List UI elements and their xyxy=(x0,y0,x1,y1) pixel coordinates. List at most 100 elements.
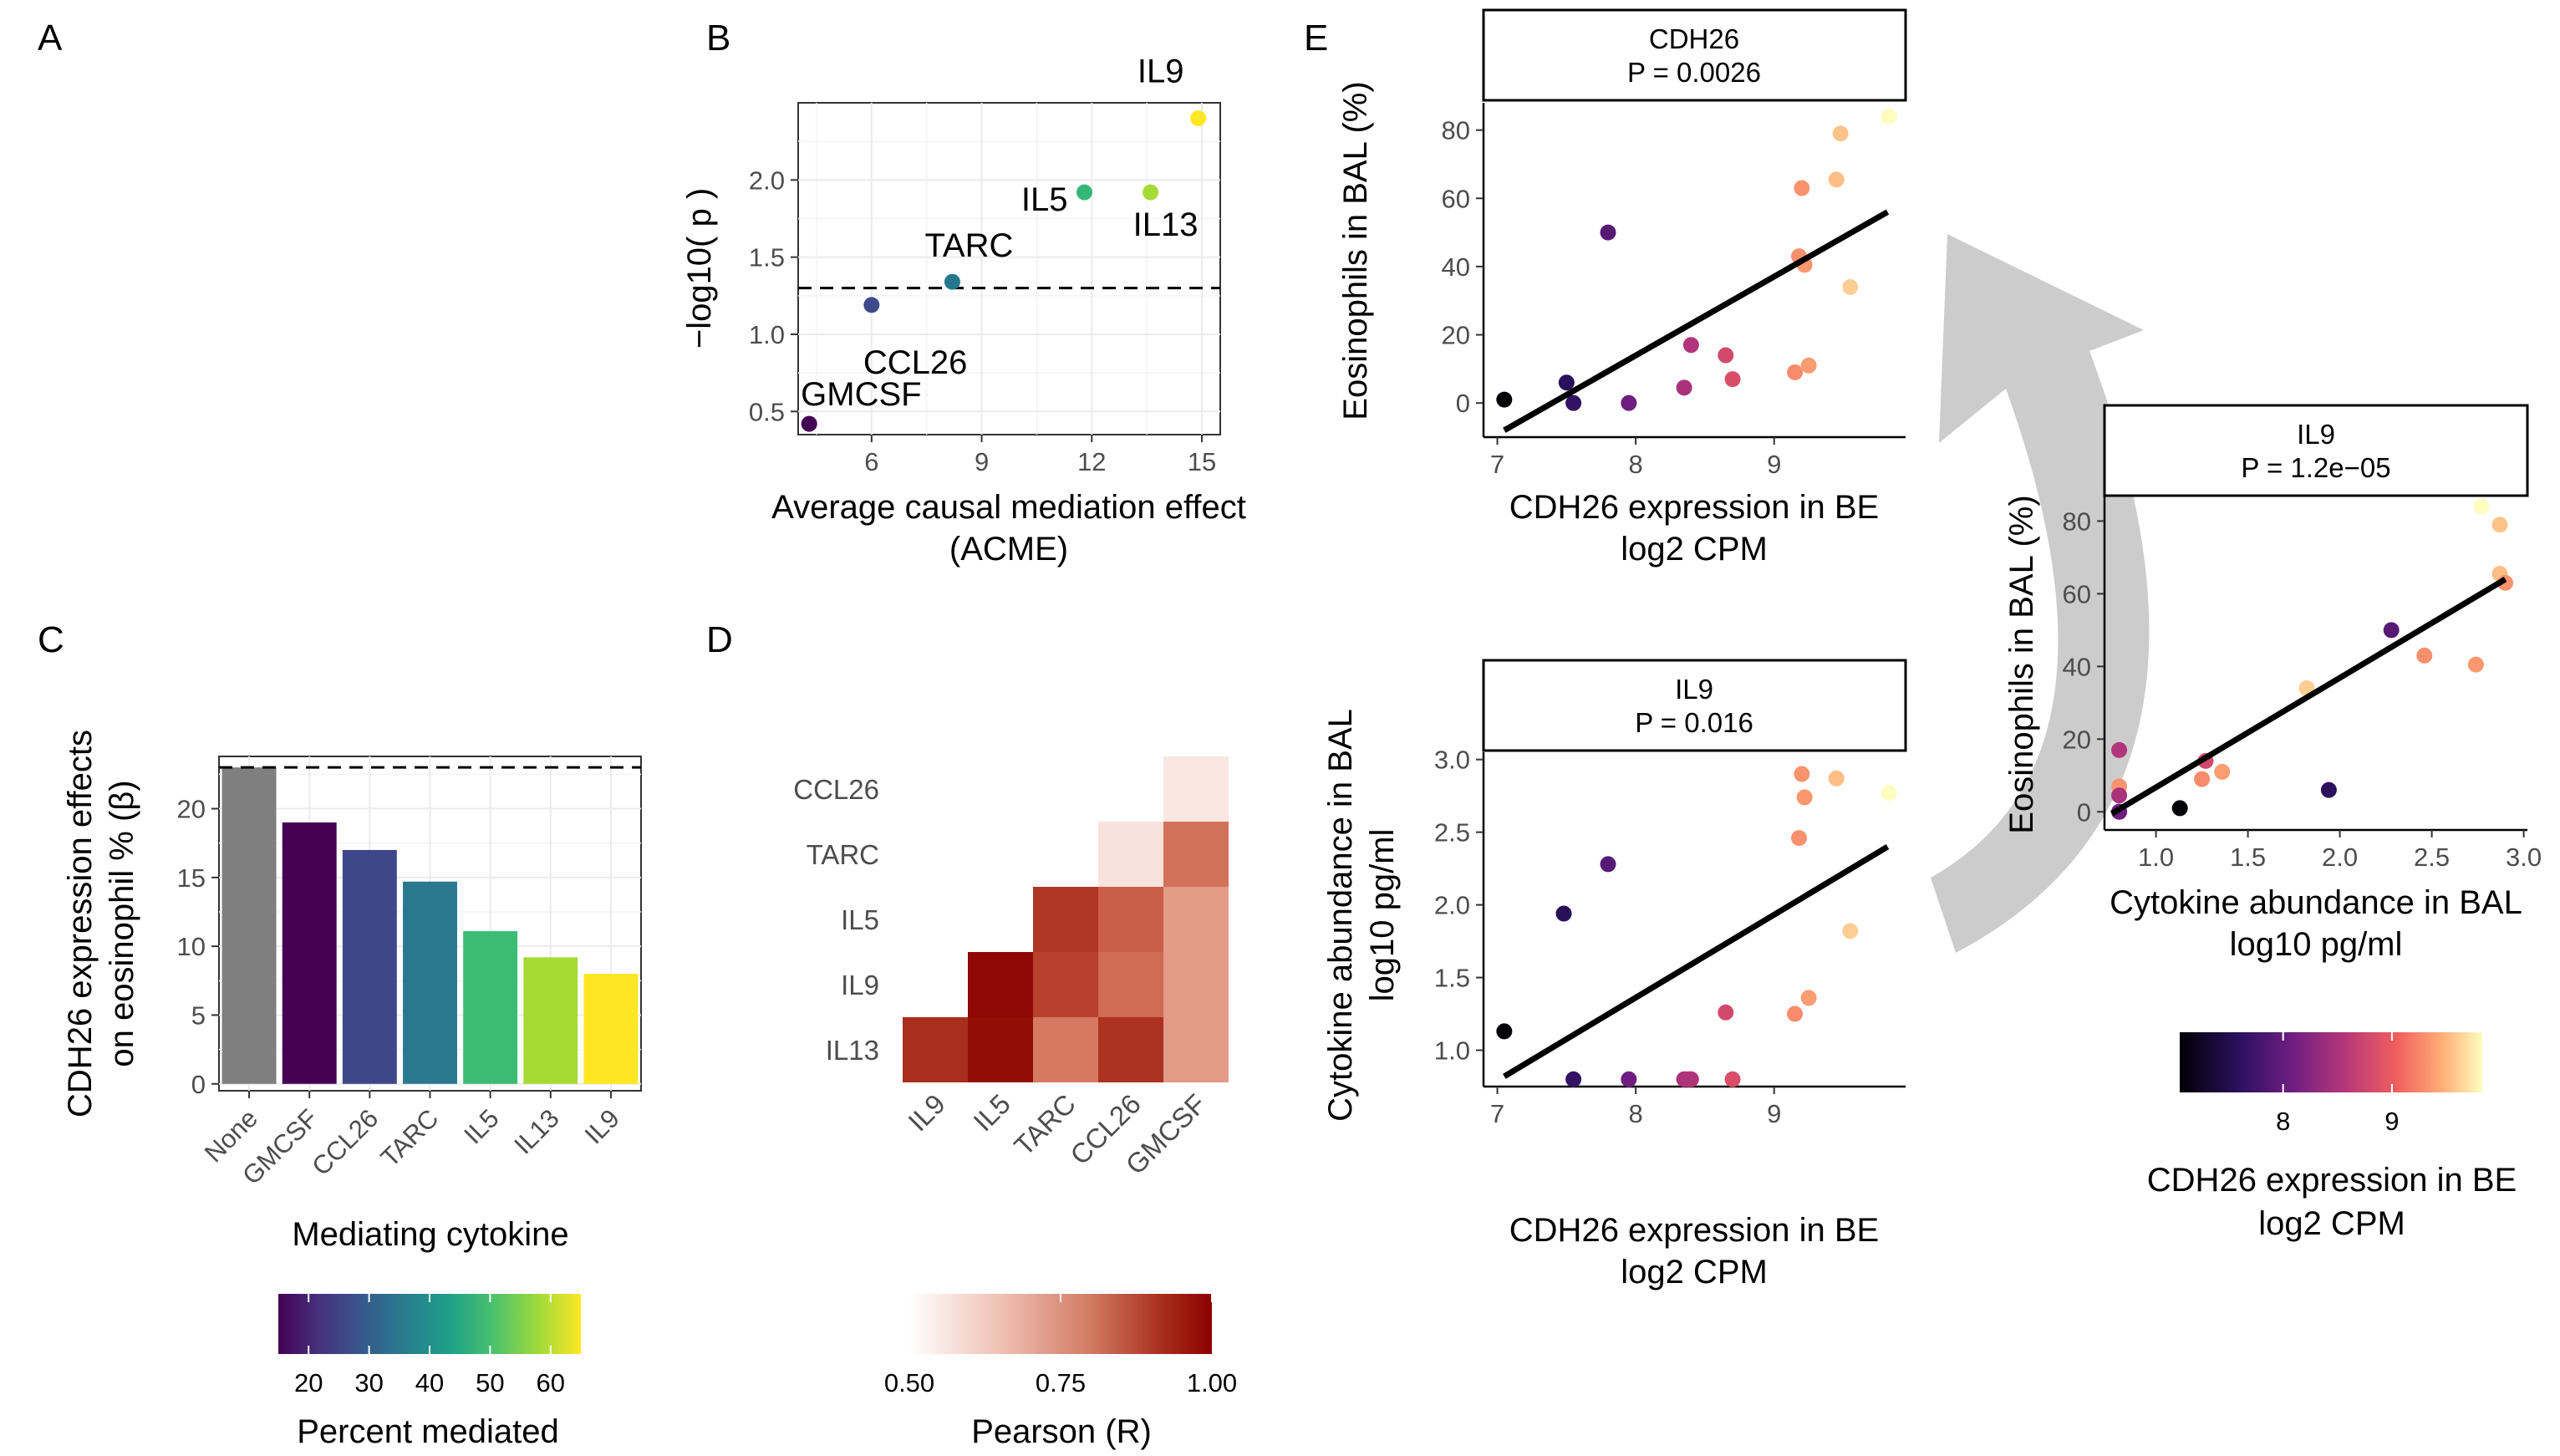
y-tick-label: 0.5 xyxy=(749,397,785,426)
data-point xyxy=(1621,1071,1637,1087)
y-tick-label: 10 xyxy=(177,932,206,961)
curved-arrow xyxy=(1931,234,2150,953)
panel-letter-e: E xyxy=(1304,18,1328,59)
text-line: P = 0.0026 xyxy=(1627,57,1761,88)
y-tick-label: 2.0 xyxy=(749,165,785,195)
text-line: CDH26 expression in BE xyxy=(1509,489,1879,526)
heatmap-row-label-il9: IL9 xyxy=(841,970,879,1000)
x-tick-label: 1.0 xyxy=(2138,843,2174,872)
bar-il9 xyxy=(583,974,639,1084)
regression-line xyxy=(1503,844,1890,1079)
text-line: P = 0.016 xyxy=(1635,707,1753,738)
heatmap-cell-il9-ccl26 xyxy=(1098,952,1163,1017)
heatmap-col-label-il5: IL5 xyxy=(967,1088,1016,1138)
data-point xyxy=(1718,347,1734,364)
panel-e1-strip-label: CDH26 P = 0.0026 xyxy=(1627,23,1761,88)
panel-e2-ylabel: Cytokine abundance in BAL log10 pg/ml xyxy=(1322,709,1401,1122)
panel-letter-c: C xyxy=(38,619,64,660)
y-tick-label: 60 xyxy=(1442,184,1470,213)
heatmap-row-label-il13: IL13 xyxy=(826,1035,879,1066)
y-tick-label: 80 xyxy=(2063,507,2091,536)
data-point xyxy=(1621,395,1637,411)
data-point xyxy=(1787,364,1804,380)
data-point xyxy=(1800,990,1817,1006)
point-label-gmcsf: GMCSF xyxy=(801,376,921,413)
panel-e3-strip xyxy=(2103,404,2529,497)
panel-e2-strip xyxy=(1482,659,1907,752)
heatmap-row-label-il5: IL5 xyxy=(841,904,879,935)
point-label-il5: IL5 xyxy=(1021,181,1068,218)
x-tick-label: 7 xyxy=(1490,450,1504,479)
bar-none xyxy=(221,767,277,1084)
heatmap-cell-tarc-ccl26 xyxy=(1098,822,1163,887)
data-point xyxy=(1555,905,1572,922)
heatmap-cell-il13-tarc xyxy=(1033,1017,1098,1082)
bar-gmcsf xyxy=(282,822,337,1084)
text-line: CDH26 expression in BE xyxy=(2147,1162,2517,1199)
y-tick-label: 3.0 xyxy=(1434,746,1470,775)
y-tick-label: 1.0 xyxy=(749,320,785,349)
legend-tick-label: 1.00 xyxy=(1187,1368,1237,1397)
data-point xyxy=(2473,498,2490,515)
text-line: CDH26 xyxy=(1649,23,1739,54)
x-tick-label: 12 xyxy=(1077,447,1106,476)
text-line: CDH26 expression effects xyxy=(62,730,99,1117)
heatmap-cell-il5-ccl26 xyxy=(1098,887,1163,952)
y-tick-label: 0 xyxy=(191,1070,206,1099)
data-point xyxy=(1794,766,1810,782)
y-tick-label: 2.0 xyxy=(1434,891,1470,920)
data-point xyxy=(1796,789,1813,806)
legend-tick-label: 30 xyxy=(354,1368,383,1397)
point-gmcsf xyxy=(801,415,817,432)
bar-tarc xyxy=(403,881,457,1084)
panel-e-il9-vs-eosinophils: IL9 P = 1.2e−05 1.0 1.5 2.0 2.5 3.0020406080 … xyxy=(2003,404,2542,1242)
data-point xyxy=(2171,800,2188,817)
legend-tick-label: 0.75 xyxy=(1036,1368,1086,1397)
legend-tick-label: 8 xyxy=(2276,1107,2290,1136)
heatmap-cell-il13-il9 xyxy=(903,1017,968,1082)
x-tick-label: 8 xyxy=(1629,1099,1643,1128)
panel-e3-ylabel: Eosinophils in BAL (%) xyxy=(2003,495,2040,833)
data-point xyxy=(1724,1071,1741,1087)
x-tick-label: 9 xyxy=(975,447,989,476)
y-tick-label: 0 xyxy=(2077,797,2091,827)
panel-e3-xlabel: Cytokine abundance in BAL log10 pg/ml xyxy=(2110,884,2522,963)
y-tick-label: 15 xyxy=(177,863,206,893)
y-tick-label: 20 xyxy=(1442,321,1470,350)
data-point xyxy=(1828,770,1845,787)
panel-e1-xlabel: CDH26 expression in BE log2 CPM xyxy=(1509,489,1879,568)
data-point xyxy=(1676,379,1692,396)
data-point xyxy=(1565,395,1582,411)
panel-letter-a: A xyxy=(38,18,63,59)
data-point xyxy=(1791,830,1808,847)
point-il5 xyxy=(1076,184,1093,201)
bar-ccl26 xyxy=(342,849,397,1084)
data-point xyxy=(2320,781,2337,798)
text-line: Cytokine abundance in BAL xyxy=(1322,709,1359,1122)
x-tick-label-il13: IL13 xyxy=(508,1103,564,1159)
heatmap-cell-il9-il5 xyxy=(968,952,1033,1017)
cdh26-expression-colorbar xyxy=(2180,1032,2482,1092)
text-line: (ACME) xyxy=(949,531,1068,568)
heatmap-cell-ccl26-gmcsf xyxy=(1163,756,1229,822)
text-line: log2 CPM xyxy=(2258,1205,2405,1242)
text-line: log10 pg/ml xyxy=(1364,829,1401,1002)
text-line: Cytokine abundance in BAL xyxy=(2110,884,2522,921)
point-il13 xyxy=(1143,184,1159,201)
data-point xyxy=(2194,771,2211,787)
data-point xyxy=(1724,371,1741,388)
data-point xyxy=(1600,856,1616,873)
y-tick-label: 20 xyxy=(177,795,206,824)
heatmap-cell-il9-tarc xyxy=(1033,952,1098,1017)
heatmap-col-label-il9: IL9 xyxy=(902,1088,951,1138)
x-tick-label-ccl26: CCL26 xyxy=(306,1103,384,1181)
point-label-il13: IL13 xyxy=(1133,206,1199,243)
panel-e2-xlabel: CDH26 expression in BE log2 CPM xyxy=(1509,1212,1879,1291)
heatmap-cell-il13-gmcsf xyxy=(1163,1017,1229,1082)
data-point xyxy=(1718,1004,1734,1021)
text-line: CDH26 expression in BE xyxy=(1509,1212,1879,1249)
